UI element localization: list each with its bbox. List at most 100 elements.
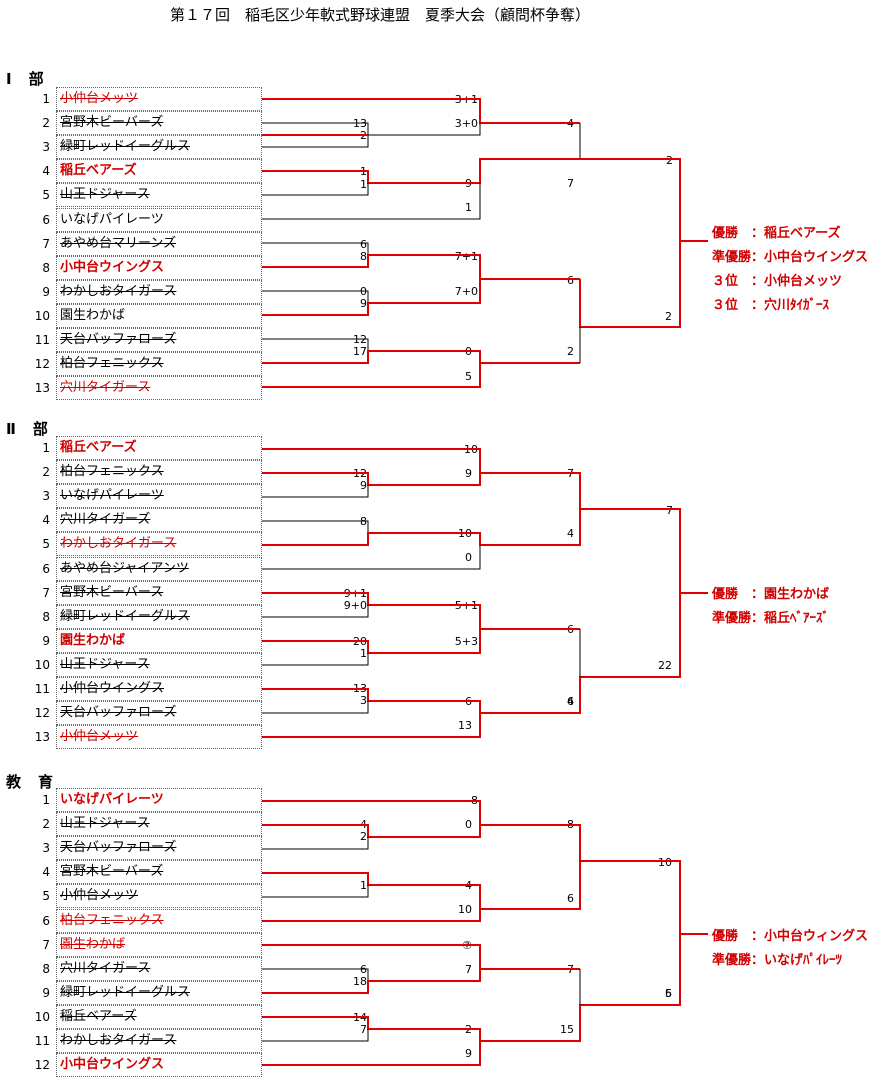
match-score: 9 — [465, 1047, 472, 1060]
team-seed-number: 1 — [42, 92, 50, 106]
team-seed-number: 4 — [42, 164, 50, 179]
match-score: 5 — [665, 987, 672, 1000]
team-seed-number: 11 — [34, 1034, 50, 1048]
team-entry: 小仲台ウイングス — [56, 677, 262, 701]
match-score: 15 — [560, 1023, 574, 1036]
team-entry: 柏台フェニックス — [56, 908, 262, 933]
match-score: 6 — [567, 274, 574, 287]
team-entry: 小仲台メッツ — [56, 725, 262, 750]
team-entry: あやめ台マリーンズ — [56, 231, 262, 256]
match-score: 7 — [360, 1023, 367, 1036]
team-seed-number: 8 — [42, 961, 50, 976]
team-seed-number: 1 — [42, 793, 50, 807]
team-seed-number: 12 — [34, 706, 50, 721]
match-score: 3+0 — [454, 117, 478, 130]
team-entry: 園生わかば — [56, 303, 262, 328]
team-seed-number: 5 — [42, 889, 50, 904]
bracket-line — [262, 290, 369, 303]
standing-label: 優勝 ：小中台ウィングス — [712, 929, 869, 944]
team-seed-number: 7 — [42, 937, 50, 952]
team-seed-number: 10 — [34, 1009, 50, 1024]
match-score: 17 — [353, 345, 367, 358]
bracket-line — [262, 934, 681, 1042]
bracket-line — [262, 363, 481, 388]
bracket-line — [262, 969, 481, 994]
team-entry: 小仲台メッツ — [56, 87, 262, 111]
bracket-line — [262, 861, 581, 922]
bracket-line — [262, 183, 481, 220]
match-score: 8 — [360, 250, 367, 263]
standing-label: 準優勝：いなげﾊﾟｲﾚｰﾂ — [712, 953, 843, 968]
section-heading: Ⅱ 部 — [6, 420, 49, 438]
team-entry: いなげパイレーツ — [56, 788, 262, 812]
standing-label: ３位 ：小仲台メッツ — [712, 274, 843, 289]
match-score: 9+0 — [343, 599, 367, 612]
match-score: 2 — [666, 154, 673, 167]
team-seed-number: 11 — [34, 333, 50, 347]
match-score: 10 — [658, 856, 672, 869]
team-entry: 小中台ウイングス — [56, 255, 262, 280]
match-score: 5 — [465, 370, 472, 383]
bracket-line — [262, 183, 369, 196]
bracket-line — [262, 1041, 481, 1066]
team-seed-number: 8 — [42, 609, 50, 624]
team-entry: いなげパイレーツ — [56, 484, 262, 509]
bracket-line — [262, 98, 580, 124]
team-entry: 宮野木ビーバーズ — [56, 860, 262, 885]
team-entry: 緑町レッドイーグルス — [56, 135, 262, 160]
bracket-line — [262, 885, 369, 898]
team-seed-number: 12 — [34, 357, 50, 372]
match-score: 6 — [665, 987, 672, 1000]
bracket-line — [262, 653, 369, 666]
team-entry: 柏台フェニックス — [56, 460, 262, 485]
match-score: 2 — [665, 310, 672, 323]
match-score: 7 — [465, 963, 472, 976]
team-seed-number: 10 — [34, 308, 50, 323]
team-seed-number: 7 — [42, 236, 50, 251]
team-entry: いなげパイレーツ — [56, 207, 262, 232]
match-score: 2 — [567, 345, 574, 358]
team-seed-number: 6 — [42, 212, 50, 227]
team-seed-number: 4 — [42, 513, 50, 528]
standing-label: 優勝 ：稲丘ベアーズ — [712, 226, 841, 241]
team-entry: 天台バッファローズ — [56, 836, 262, 861]
bracket-line — [262, 605, 369, 618]
team-entry: 緑町レッドイーグルス — [56, 604, 262, 629]
team-entry: 穴川タイガーズ — [56, 508, 262, 533]
match-score: 2 — [360, 830, 367, 843]
bracket-line — [262, 800, 708, 935]
standing-label: ３位 ：穴川ﾀｲｶﾞｰｽ — [712, 298, 830, 313]
bracket-line — [262, 1029, 369, 1042]
team-seed-number: 12 — [34, 1058, 50, 1073]
team-entry: 穴川タイガース — [56, 956, 262, 981]
page-title: 第１７回 稲毛区少年軟式野球連盟 夏季大会（顧問杯争奪） — [169, 6, 590, 24]
team-entry: 小中台ウイングス — [56, 1053, 262, 1078]
team-entry: わかしおタイガース — [56, 279, 262, 304]
team-seed-number: 6 — [42, 913, 50, 928]
match-score: 5+3 — [454, 635, 478, 648]
bracket-line — [262, 592, 580, 630]
match-score: 7+0 — [454, 285, 478, 298]
team-entry: 小仲台メッツ — [56, 884, 262, 909]
team-seed-number: 5 — [42, 188, 50, 203]
team-seed-number: 8 — [42, 260, 50, 275]
team-entry: 園生わかば — [56, 628, 262, 653]
bracket-line — [262, 122, 369, 135]
bracket-line — [262, 545, 481, 570]
bracket-line — [262, 509, 581, 546]
team-entry: 山王ドジャース — [56, 812, 262, 837]
team-seed-number: 2 — [42, 465, 50, 480]
match-score: 7 — [666, 504, 673, 517]
bracket-line — [262, 279, 481, 316]
bracket-line — [262, 242, 369, 255]
team-seed-number: 10 — [34, 657, 50, 672]
match-score: 18 — [353, 975, 367, 988]
team-entry: あやめ台ジャイアンツ — [56, 556, 262, 581]
match-score: 1 — [465, 201, 472, 214]
team-seed-number: 9 — [42, 985, 50, 1000]
team-seed-number: 13 — [34, 381, 50, 396]
team-seed-number: 2 — [42, 817, 50, 832]
bracket-line — [262, 350, 580, 364]
standing-label: 準優勝：稲丘ﾍﾞｱｰｽﾞ — [712, 611, 830, 626]
match-score: 7+1 — [454, 250, 478, 263]
